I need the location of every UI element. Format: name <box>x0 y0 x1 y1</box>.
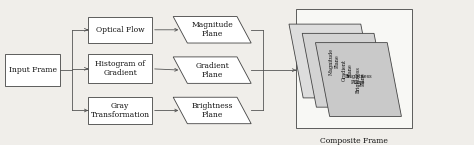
Bar <box>296 9 412 128</box>
Text: Magnitude
Plane: Magnitude Plane <box>329 47 340 75</box>
Text: Gray
Transformation: Gray Transformation <box>91 102 150 119</box>
Text: Brightness
Plane: Brightness Plane <box>345 74 372 85</box>
Polygon shape <box>289 24 375 98</box>
Text: Brightness
Plane: Brightness Plane <box>356 66 366 93</box>
Polygon shape <box>173 17 251 43</box>
Text: Gradient
Plane: Gradient Plane <box>195 61 229 79</box>
Bar <box>5 54 60 86</box>
Polygon shape <box>173 97 251 124</box>
Text: Brightness
Plane: Brightness Plane <box>191 102 233 119</box>
Text: Histogram of
Gradient: Histogram of Gradient <box>95 60 145 77</box>
Polygon shape <box>302 33 388 107</box>
Polygon shape <box>316 43 401 116</box>
Polygon shape <box>173 57 251 83</box>
Bar <box>88 17 152 43</box>
Text: Composite Frame: Composite Frame <box>320 137 388 145</box>
Bar <box>88 54 152 83</box>
Text: Optical Flow: Optical Flow <box>96 26 145 34</box>
Text: Input Frame: Input Frame <box>9 66 56 74</box>
Bar <box>88 97 152 124</box>
Text: Magnitude
Plane: Magnitude Plane <box>318 56 346 66</box>
Text: Gradient
Plane: Gradient Plane <box>334 65 356 76</box>
Text: Gradient
Plane: Gradient Plane <box>342 59 353 81</box>
Text: Magnitude
Plane: Magnitude Plane <box>191 21 233 38</box>
